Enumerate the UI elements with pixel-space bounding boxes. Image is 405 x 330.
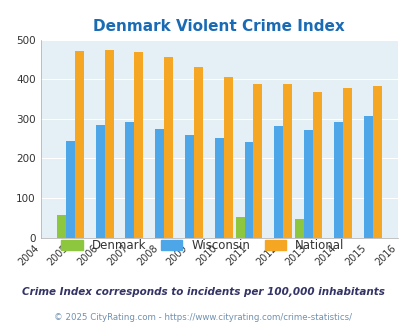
Bar: [214, 138, 223, 238]
Bar: [312, 92, 321, 238]
Bar: [134, 52, 143, 238]
Bar: [164, 57, 173, 238]
Bar: [194, 67, 202, 238]
Bar: [372, 86, 381, 238]
Text: Crime Index corresponds to incidents per 100,000 inhabitants: Crime Index corresponds to incidents per…: [21, 287, 384, 297]
Bar: [333, 122, 342, 238]
Bar: [244, 142, 253, 238]
Bar: [57, 214, 66, 238]
Bar: [185, 135, 194, 238]
Bar: [96, 125, 104, 238]
Bar: [223, 77, 232, 238]
Bar: [75, 51, 83, 238]
Bar: [235, 217, 244, 238]
Bar: [283, 84, 292, 238]
Bar: [303, 130, 312, 238]
Bar: [253, 84, 262, 238]
Title: Denmark Violent Crime Index: Denmark Violent Crime Index: [93, 19, 344, 34]
Bar: [66, 141, 75, 238]
Bar: [155, 129, 164, 238]
Bar: [363, 116, 372, 238]
Bar: [294, 218, 303, 238]
Bar: [342, 88, 351, 238]
Bar: [104, 50, 113, 238]
Bar: [274, 126, 283, 238]
Text: © 2025 CityRating.com - https://www.cityrating.com/crime-statistics/: © 2025 CityRating.com - https://www.city…: [54, 313, 351, 322]
Legend: Denmark, Wisconsin, National: Denmark, Wisconsin, National: [57, 234, 348, 256]
Bar: [125, 122, 134, 238]
